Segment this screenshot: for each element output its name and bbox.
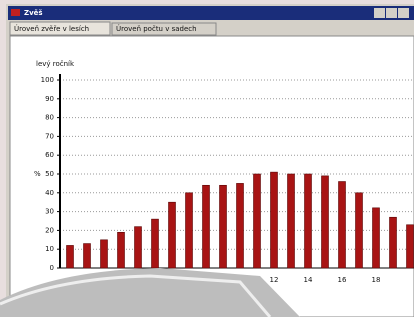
y-tick-label: 0 <box>50 264 54 272</box>
y-tick-label: 80 <box>45 114 54 122</box>
x-tick-label: 18 <box>372 276 381 284</box>
bar <box>186 193 193 268</box>
bar <box>322 176 329 268</box>
bar <box>118 232 125 268</box>
page: {"window": {"title": "Zvěš", "tabs": ["Ú… <box>0 0 414 317</box>
bar <box>407 225 414 268</box>
bar <box>288 174 295 268</box>
y-tick-label: 10 <box>45 245 54 253</box>
bar <box>67 245 74 268</box>
bar <box>152 219 159 268</box>
bar <box>135 227 142 268</box>
y-tick-label: 100 <box>41 76 54 84</box>
bar <box>254 174 261 268</box>
bar <box>339 182 346 268</box>
tab-label[interactable]: Úroveň zvěře v lesích <box>14 24 89 33</box>
close-button[interactable] <box>398 8 409 18</box>
window-buttons[interactable] <box>374 8 409 18</box>
window-title: Zvěš <box>24 9 43 17</box>
bar <box>220 185 227 268</box>
chart-title: levý ročník <box>36 60 75 68</box>
bar <box>390 217 397 268</box>
y-tick-label: 90 <box>45 95 54 103</box>
screen: Zvěš Úroveň zvěře v lesích Úroveň počtu … <box>0 0 414 317</box>
y-tick-label: 60 <box>45 151 54 159</box>
minimize-button[interactable] <box>374 8 385 18</box>
x-tick-label: 14 <box>304 276 313 284</box>
maximize-button[interactable] <box>386 8 397 18</box>
bar <box>237 183 244 268</box>
y-tick-label: 40 <box>45 189 54 197</box>
bar <box>203 185 210 268</box>
title-bar <box>8 6 414 20</box>
x-tick-label: 12 <box>270 276 279 284</box>
tab-label[interactable]: Úroveň počtu v sadech <box>116 24 197 33</box>
bar <box>356 193 363 268</box>
bar <box>84 244 91 268</box>
y-axis-label: % <box>34 170 41 178</box>
bar <box>373 208 380 268</box>
y-tick-label: 30 <box>45 208 54 216</box>
bar <box>101 240 108 268</box>
x-tick-label: 16 <box>338 276 347 284</box>
y-tick-label: 20 <box>45 226 54 234</box>
app-icon <box>11 9 20 16</box>
bar <box>169 202 176 268</box>
bar <box>271 172 278 268</box>
bar <box>305 174 312 268</box>
y-tick-label: 70 <box>45 132 54 140</box>
y-tick-label: 50 <box>45 170 54 178</box>
